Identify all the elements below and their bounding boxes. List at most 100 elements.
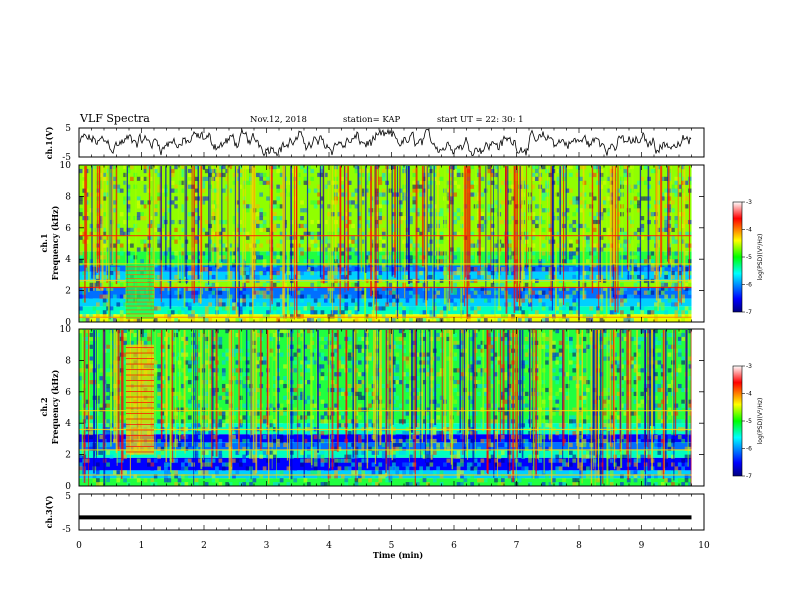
spectrogram-cell <box>426 454 430 459</box>
spectrogram-streak <box>628 166 630 272</box>
spectrogram-cell <box>255 340 260 345</box>
spectrogram-cell <box>194 259 199 264</box>
spectrogram-cell <box>470 286 475 291</box>
spectrogram-cell <box>609 200 614 205</box>
spectrogram-cell <box>187 380 192 385</box>
spectrogram-cell <box>102 192 107 197</box>
spectrogram-cell <box>358 348 362 353</box>
spectrogram-cell <box>453 344 458 349</box>
spectrogram-cell <box>140 200 144 205</box>
spectrogram-cell <box>453 212 458 217</box>
spectrogram-cell <box>415 423 420 428</box>
spectrogram-streak <box>93 166 95 291</box>
spectrogram-streak <box>201 166 203 295</box>
spectrogram-cell <box>381 176 386 181</box>
spectrogram-cell <box>167 310 172 315</box>
spectrogram-cell <box>344 219 349 225</box>
spectrogram-cell <box>347 383 352 389</box>
spectrogram-cell <box>507 294 512 299</box>
spectrogram-cell <box>395 446 400 451</box>
spectrogram-cell <box>106 360 110 365</box>
spectrogram-cell <box>245 360 250 365</box>
spectrogram-cell <box>235 318 240 323</box>
spectrogram-cell <box>347 251 352 256</box>
spectrogram-cell <box>531 243 536 248</box>
spectrogram-streak <box>599 166 602 282</box>
spectrogram-cell <box>538 458 543 463</box>
spectrogram-block-line <box>125 278 154 280</box>
spectrogram-streak <box>186 166 188 285</box>
spectrogram-cell <box>579 270 583 276</box>
spectrogram-cell <box>470 466 475 471</box>
spectrogram-cell <box>381 216 386 221</box>
spectrogram-cell <box>181 188 185 193</box>
spectrogram-cell <box>671 239 675 244</box>
spectrogram-cell <box>320 450 325 455</box>
spectrogram-cell <box>599 204 604 209</box>
spectrogram-cell <box>116 474 121 479</box>
spectrogram-cell <box>228 247 233 252</box>
spectrogram-cell <box>201 176 206 181</box>
spectrogram-cell <box>460 470 464 475</box>
spectrogram-cell <box>453 290 458 295</box>
spectrogram-cell <box>194 239 199 244</box>
spectrogram-cell <box>147 462 151 467</box>
spectrogram-cell <box>221 231 226 236</box>
spectrogram-cell <box>279 352 284 357</box>
spectrogram-cell <box>79 216 83 221</box>
ch1-spec-ylabel-top: ch.1 <box>39 233 49 252</box>
spectrogram-cell <box>402 263 406 268</box>
spectrogram-streak <box>631 166 634 282</box>
spectrogram-cell <box>351 235 355 240</box>
spectrogram-cell <box>446 446 451 451</box>
spectrogram-cell <box>187 302 192 307</box>
spectrogram-cell <box>551 407 556 412</box>
spectrogram-cell <box>347 458 352 463</box>
spectrogram-cell <box>538 446 543 451</box>
spectrogram-cell <box>293 407 298 412</box>
spectrogram-streak <box>655 166 658 301</box>
spectrogram-cell <box>412 294 417 299</box>
spectrogram-cell <box>524 270 529 276</box>
spectrogram-cell <box>500 450 505 455</box>
spectrogram-cell <box>660 231 665 236</box>
spectrogram-cell <box>395 438 400 444</box>
spectrogram-cell <box>660 196 665 201</box>
spectrogram-cell <box>354 274 359 280</box>
spectrogram-streak <box>391 166 393 277</box>
spectrogram-cell <box>572 196 577 201</box>
spectrogram-cell <box>603 200 607 205</box>
spectrogram-cell <box>565 294 570 299</box>
spectrogram-cell <box>191 282 195 287</box>
spectrogram-cell <box>684 196 689 201</box>
spectrogram-cell <box>208 294 213 299</box>
spectrogram-cell <box>272 227 277 233</box>
spectrogram-cell <box>347 466 352 471</box>
spectrogram-cell <box>184 474 189 479</box>
spectrogram-cell <box>351 168 355 174</box>
spectrogram-streak <box>290 166 292 272</box>
spectrogram-cell <box>184 376 189 381</box>
spectrogram-cell <box>637 247 641 252</box>
spectrogram-cell <box>157 196 161 201</box>
spectrogram-cell <box>85 332 90 338</box>
spectrogram-cell <box>198 298 202 303</box>
spectrogram-cell <box>555 399 560 404</box>
spectrogram-cell <box>337 466 342 471</box>
spectrogram-cell <box>487 235 492 240</box>
spectrogram-cell <box>409 235 413 240</box>
spectrogram-cell <box>225 348 230 353</box>
spectrogram-cell <box>555 290 560 295</box>
spectrogram-cell <box>126 192 131 197</box>
spectrogram-cell <box>654 302 658 307</box>
spectrogram-cell <box>334 442 338 448</box>
spectrogram-cell <box>255 352 260 357</box>
spectrogram-cell <box>541 196 546 201</box>
spectrogram-cell <box>684 282 689 287</box>
spectrogram-cell <box>405 286 410 291</box>
spectrogram-cell <box>123 360 127 365</box>
spectrogram-cell <box>79 212 83 217</box>
spectrogram-cell <box>89 434 93 440</box>
spectrogram-cell <box>194 165 199 170</box>
spectrogram-cell <box>324 376 328 381</box>
